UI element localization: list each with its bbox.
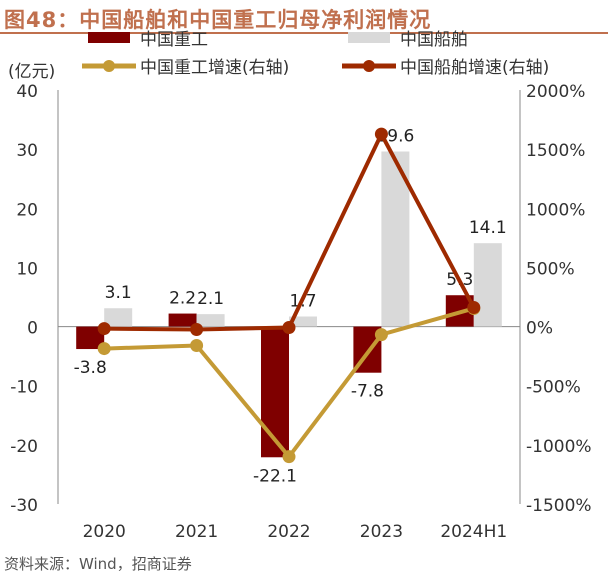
y-tick-label: -30	[10, 496, 38, 516]
line-point	[467, 301, 481, 315]
legend-marker	[103, 60, 115, 72]
y-tick-label: 20	[16, 200, 38, 220]
legend-swatch	[348, 32, 390, 43]
line-point	[97, 342, 111, 356]
x-tick-label: 2020	[83, 522, 126, 542]
y2-tick-label: 1000%	[526, 200, 585, 220]
legend-label: 中国船舶增速(右轴)	[400, 58, 549, 78]
y-axis-unit: (亿元)	[8, 62, 55, 82]
line-point	[190, 338, 204, 352]
y-tick-label: -20	[10, 437, 38, 457]
source-note: 资料来源：Wind，招商证券	[4, 555, 192, 573]
data-label: 2.2	[169, 289, 196, 309]
y2-tick-label: 500%	[526, 259, 575, 279]
y-tick-label: 0	[27, 319, 38, 339]
data-label: 3.1	[105, 283, 132, 303]
data-label: 2.1	[197, 289, 224, 309]
data-label: -7.8	[351, 382, 384, 402]
line-point	[282, 450, 296, 464]
data-label: -3.8	[74, 358, 107, 378]
bar-zgcb	[289, 316, 317, 327]
line-point	[374, 127, 388, 141]
legend-swatch	[88, 32, 130, 43]
y2-tick-label: 2000%	[526, 82, 585, 102]
x-tick-label: 2024H1	[440, 522, 507, 542]
y-tick-label: 40	[16, 82, 38, 102]
line-point	[282, 321, 296, 335]
x-tick-label: 2021	[175, 522, 218, 542]
y2-tick-label: -1500%	[526, 496, 592, 516]
line-point	[374, 328, 388, 342]
line-point	[190, 323, 204, 337]
y-tick-label: 10	[16, 259, 38, 279]
x-tick-label: 2023	[360, 522, 403, 542]
bar-zgzg	[168, 313, 197, 327]
title-divider	[0, 32, 608, 34]
bar-zgcb	[473, 243, 502, 327]
y-tick-label: -10	[10, 378, 38, 398]
bar-zgcb	[196, 314, 225, 327]
y2-tick-label: -500%	[526, 378, 581, 398]
chart-title: 图48：中国船舶和中国重工归母净利润情况	[4, 8, 432, 32]
y2-tick-label: 1500%	[526, 141, 585, 161]
y2-tick-label: -1000%	[526, 437, 592, 457]
y2-tick-label: 0%	[526, 319, 553, 339]
y-tick-label: 30	[16, 141, 38, 161]
legend-marker	[363, 60, 375, 72]
x-tick-label: 2022	[267, 522, 310, 542]
legend-label: 中国船舶	[400, 30, 468, 50]
line-point	[97, 322, 111, 336]
bar-zgcb	[104, 308, 133, 327]
data-label: 14.1	[469, 218, 507, 238]
legend-label: 中国重工	[140, 30, 208, 50]
bar-zgzg	[261, 326, 289, 458]
data-label: -22.1	[253, 466, 297, 486]
bar-zgzg	[76, 326, 105, 350]
legend-label: 中国重工增速(右轴)	[140, 58, 289, 78]
